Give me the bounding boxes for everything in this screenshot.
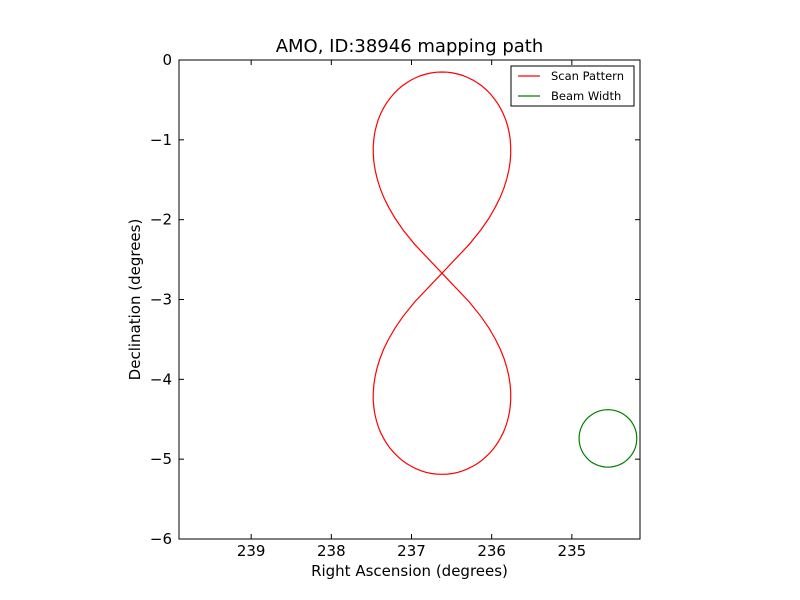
y-ticks: 0 −1 −2 −3 −4 −5 −6 <box>150 51 640 548</box>
y-axis-title: Declination (degrees) <box>126 219 144 381</box>
x-tick-label: 235 <box>558 542 587 560</box>
y-tick-label: −4 <box>150 370 172 388</box>
scan-pattern-line <box>372 71 512 475</box>
y-tick-label: −3 <box>150 291 172 309</box>
legend-box <box>510 65 635 107</box>
x-tick-label: 239 <box>237 542 266 560</box>
x-axis-title: Right Ascension (degrees) <box>311 562 508 580</box>
y-tick-label: −1 <box>150 131 172 149</box>
y-tick-label: 0 <box>162 51 172 69</box>
y-tick-label: −5 <box>150 450 172 468</box>
x-tick-label: 238 <box>317 542 346 560</box>
legend: Scan Pattern Beam Width <box>510 65 635 107</box>
y-tick-label: −6 <box>150 530 172 548</box>
x-tick-label: 237 <box>397 542 426 560</box>
x-ticks: 239 238 237 236 235 <box>237 60 586 560</box>
x-tick-label: 236 <box>477 542 506 560</box>
legend-label-beam-width: Beam Width <box>551 89 621 103</box>
legend-label-scan-pattern: Scan Pattern <box>551 69 624 83</box>
y-tick-label: −2 <box>150 211 172 229</box>
chart-title: AMO, ID:38946 mapping path <box>276 36 544 57</box>
beam-width-circle <box>578 409 638 468</box>
